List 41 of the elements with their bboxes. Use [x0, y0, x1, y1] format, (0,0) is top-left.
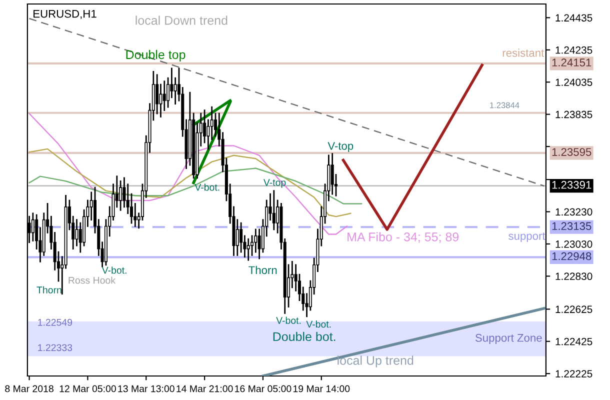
annotation: Thorn: [36, 286, 62, 294]
annotation: Double bot.: [273, 332, 336, 342]
annotation: 1.23844: [490, 102, 520, 108]
y-tick-label: 1.24235: [556, 46, 592, 54]
band-label: Support Zone: [475, 334, 542, 344]
x-tick-label: 13 Mar 13:00: [118, 385, 174, 392]
y-tick-label: 1.22425: [556, 338, 592, 346]
y-tick-label: 1.23030: [556, 240, 592, 248]
x-tick-label: 19 Mar 14:00: [293, 385, 350, 392]
x-tick-label: 14 Mar 21:00: [176, 385, 233, 392]
ref-line-label: 1.22948: [552, 252, 592, 260]
annotation: V-top: [328, 142, 354, 152]
annotation: Thorn: [248, 266, 277, 274]
x-tick-label: 16 Mar 05:00: [235, 385, 292, 392]
y-tick-label: 1.23230: [556, 208, 592, 216]
x-tick-label: 8 Mar 2018: [5, 385, 54, 392]
annotation: resistant: [502, 48, 544, 57]
annotation: MA Fibo - 34; 55; 89: [348, 232, 459, 243]
x-tick-label: 12 Mar 05:00: [60, 385, 116, 392]
annotation: 1.22549: [38, 318, 72, 326]
annotation: 1.22333: [38, 344, 72, 352]
ref-line-label: 1.23391: [552, 180, 592, 189]
y-tick-label: 1.22225: [556, 370, 592, 378]
annotation: V-top: [263, 179, 286, 188]
ref-line-label: 1.24151: [552, 58, 592, 66]
annotation: Ross Hook: [68, 276, 116, 284]
y-tick-label: 1.22830: [556, 272, 592, 280]
annotation: local Down trend: [136, 16, 228, 25]
annotation: support: [508, 232, 546, 242]
annotation: V-bot.: [194, 184, 220, 191]
y-tick-label: 1.24435: [556, 14, 592, 22]
annotation: V-bot.: [102, 266, 126, 274]
annotation: V-bot.: [306, 320, 331, 328]
annotation: V-bot.: [276, 316, 301, 324]
y-tick-label: 1.24035: [556, 78, 592, 86]
ref-line-label: 1.23135: [552, 222, 592, 230]
chart-title: EURUSD,H1: [34, 10, 96, 20]
y-tick-label: 1.22625: [556, 306, 592, 314]
annotation: Double top: [126, 50, 186, 62]
ref-line-label: 1.23595: [552, 148, 592, 156]
y-tick-label: 1.23835: [556, 110, 592, 118]
